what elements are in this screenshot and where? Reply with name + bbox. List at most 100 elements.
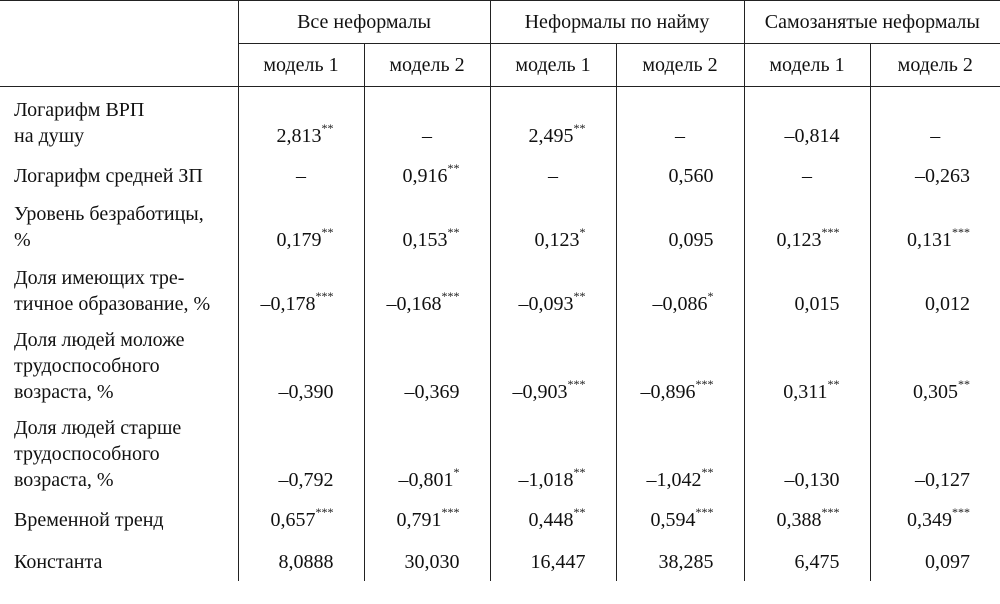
row-label-line: трудоспособного <box>14 355 160 377</box>
table-cell: 16,447 <box>490 539 617 581</box>
cell-value: 6,475 <box>794 551 840 573</box>
cell-value: 0,657 <box>270 509 316 531</box>
table-cell: 0,097 <box>870 539 1000 581</box>
cell-value: 0,123 <box>534 229 580 251</box>
row-label: Константа <box>0 539 239 581</box>
table-cell: 0,179** <box>238 195 365 259</box>
table-cell: –0,168*** <box>364 259 491 323</box>
cell-value: – <box>802 165 813 187</box>
significance-stars: *** <box>695 377 714 392</box>
significance-stars: *** <box>315 505 334 520</box>
significance-stars: ** <box>958 377 971 392</box>
cell-value: 0,305 <box>913 381 959 403</box>
model-header: модель 2 <box>870 43 1000 87</box>
row-label-line: возраста, % <box>14 381 114 403</box>
table-cell: –0,801* <box>364 411 491 499</box>
cell-value: 0,388 <box>776 509 822 531</box>
table-cell: 2,495** <box>490 86 617 155</box>
table-cell: –0,814 <box>744 86 871 155</box>
cell-value: –0,814 <box>784 125 840 147</box>
cell-value: 30,030 <box>404 551 460 573</box>
cell-value: 0,012 <box>925 293 971 315</box>
significance-stars: ** <box>447 161 460 176</box>
cell-value: –0,390 <box>278 381 334 403</box>
significance-stars: ** <box>447 225 460 240</box>
table-cell: –0,390 <box>238 323 365 411</box>
table-cell: –0,178*** <box>238 259 365 323</box>
table-row: Логарифм ВРП на душу 2,813** –2,495** – –0,81… <box>0 86 1000 155</box>
table-cell: –1,018** <box>490 411 617 499</box>
table-row: Логарифм средней ЗП – 0,916** – 0,560 – –0,263 <box>0 155 1000 195</box>
cell-value: –0,093 <box>518 293 574 315</box>
cell-value: 38,285 <box>658 551 714 573</box>
table-cell: – <box>616 86 745 155</box>
table-cell: –0,263 <box>870 155 1000 195</box>
cell-value: – <box>548 165 558 187</box>
cell-value: 0,179 <box>276 229 322 251</box>
table-row: Временной тренд 0,657*** 0,791*** 0,448** 0,… <box>0 499 1000 539</box>
table-cell: – <box>490 155 617 195</box>
cell-value: 8,0888 <box>278 551 334 573</box>
cell-value: – <box>675 125 685 147</box>
significance-stars: ** <box>573 289 586 304</box>
significance-stars: *** <box>695 505 714 520</box>
significance-stars: ** <box>321 225 334 240</box>
table-cell: –0,086* <box>616 259 745 323</box>
table-cell: 0,657*** <box>238 499 365 539</box>
table-cell: 0,305** <box>870 323 1000 411</box>
table-cell: –0,127 <box>870 411 1000 499</box>
cell-value: 0,349 <box>907 509 953 531</box>
table-cell: –0,903*** <box>490 323 617 411</box>
row-label-line: трудоспособного <box>14 443 160 465</box>
table-cell: 0,594*** <box>616 499 745 539</box>
significance-stars: *** <box>821 225 840 240</box>
table-cell: 2,813** <box>238 86 365 155</box>
row-label: Логарифм ВРП на душу <box>0 86 239 155</box>
cell-value: –0,130 <box>784 469 840 491</box>
group-header-employed: Неформалы по найму <box>490 0 745 44</box>
table-row: Доля людей старше трудоспособного возраста… <box>0 411 1000 499</box>
table-row: Уровень безработицы,% 0,179** 0,153** 0,123… <box>0 195 1000 259</box>
significance-stars: ** <box>827 377 840 392</box>
table-cell: – <box>364 86 491 155</box>
cell-value: –0,178 <box>260 293 316 315</box>
significance-stars: * <box>707 289 714 304</box>
table-cell: 0,015 <box>744 259 871 323</box>
cell-value: 0,131 <box>907 229 953 251</box>
significance-stars: *** <box>952 225 971 240</box>
model-header: модель 1 <box>744 43 871 87</box>
table-cell: – <box>744 155 871 195</box>
table-cell: –0,130 <box>744 411 871 499</box>
table-row: Доля людей моложе трудоспособного возраста… <box>0 323 1000 411</box>
table-cell: 0,349*** <box>870 499 1000 539</box>
cell-value: – <box>422 125 432 147</box>
cell-value: –0,792 <box>278 469 334 491</box>
regression-table: Все неформалы Неформалы по найму Самозан… <box>0 0 1000 581</box>
cell-value: –0,896 <box>640 381 696 403</box>
row-label-line: Уровень безработицы, <box>14 203 204 225</box>
table-cell: – <box>238 155 365 195</box>
table-cell: 30,030 <box>364 539 491 581</box>
row-label: Доля людей старше трудоспособного возраста… <box>0 411 239 499</box>
model-header: модель 2 <box>364 43 491 87</box>
row-label-line: Логарифм ВРП <box>14 99 145 121</box>
row-label-line: тичное образование, % <box>14 293 211 315</box>
significance-stars: * <box>579 225 586 240</box>
significance-stars: ** <box>573 505 586 520</box>
table-body: Логарифм ВРП на душу 2,813** –2,495** – –0,81… <box>0 86 1000 581</box>
table-cell: 0,791*** <box>364 499 491 539</box>
significance-stars: *** <box>567 377 586 392</box>
cell-value: 0,791 <box>396 509 442 531</box>
row-label-line: Временной тренд <box>14 509 164 531</box>
cell-value: 0,015 <box>794 293 840 315</box>
significance-stars: ** <box>321 121 334 136</box>
table-cell: –0,369 <box>364 323 491 411</box>
cell-value: 2,495 <box>528 125 574 147</box>
cell-value: 0,448 <box>528 509 574 531</box>
table-cell: 0,123* <box>490 195 617 259</box>
cell-value: –1,018 <box>518 469 574 491</box>
cell-value: –1,042 <box>646 469 702 491</box>
table-cell: 38,285 <box>616 539 745 581</box>
table-cell: –0,093** <box>490 259 617 323</box>
row-label: Доля людей моложе трудоспособного возраста… <box>0 323 239 411</box>
